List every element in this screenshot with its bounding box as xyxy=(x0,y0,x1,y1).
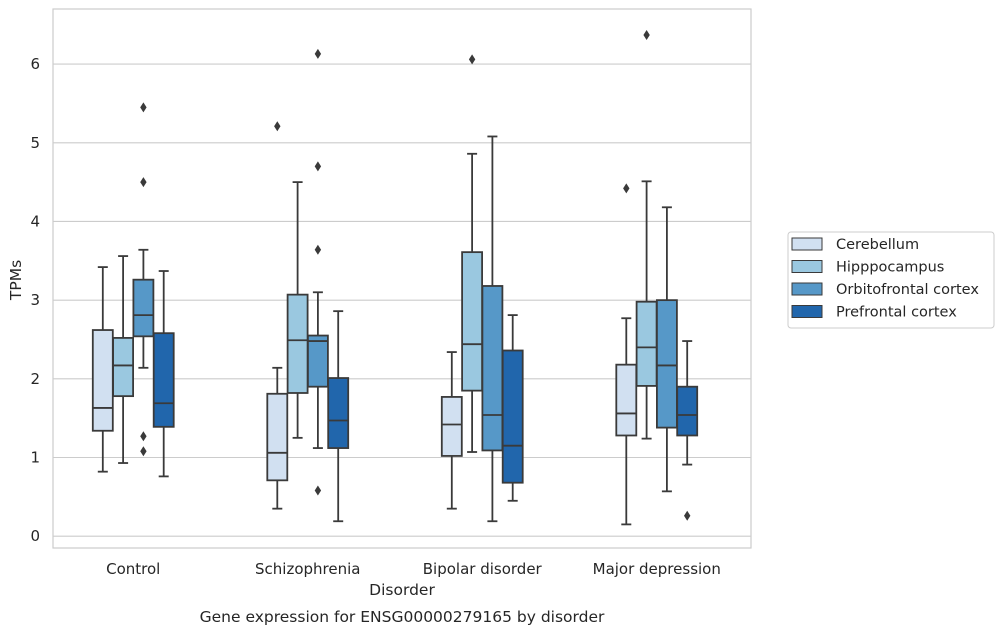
outlier-point xyxy=(274,121,281,132)
x-tick-label: Bipolar disorder xyxy=(423,560,543,578)
box-body xyxy=(91,329,114,432)
box-body xyxy=(266,392,289,482)
y-axis-label: TPMs xyxy=(7,260,25,301)
box-body xyxy=(501,349,524,484)
legend-swatch xyxy=(791,237,823,251)
outlier-point xyxy=(140,177,147,188)
box-0-2 xyxy=(440,351,463,510)
x-tick-label: Control xyxy=(106,560,160,578)
legend: Cerebellum Hipppocampus Orbitofrontal cort… xyxy=(787,231,995,329)
legend-label: Orbitofrontal cortex xyxy=(836,282,979,298)
legend-swatch xyxy=(791,282,823,296)
legend-label: Cerebellum xyxy=(836,237,919,253)
box-0-3 xyxy=(615,183,638,526)
box-body xyxy=(656,299,678,429)
y-tick-label: 0 xyxy=(30,527,40,545)
grid-lines xyxy=(53,63,751,537)
x-tick-label: Schizophrenia xyxy=(255,560,360,578)
y-tick-label: 3 xyxy=(30,291,40,309)
box-body xyxy=(152,332,175,428)
box-body xyxy=(440,396,463,457)
legend-frame xyxy=(787,231,995,329)
box-body xyxy=(676,385,699,437)
box-2-0 xyxy=(132,102,155,457)
outlier-point xyxy=(314,244,322,255)
y-tick-label: 6 xyxy=(30,55,40,73)
box-body xyxy=(327,377,350,449)
outlier-point xyxy=(314,48,322,59)
box-body xyxy=(615,363,638,437)
box-1-0 xyxy=(112,255,134,464)
box-body xyxy=(635,300,658,387)
y-tick-label: 1 xyxy=(30,449,40,467)
box-3-2 xyxy=(501,314,524,502)
legend-swatch xyxy=(791,260,823,273)
outlier-point xyxy=(623,183,630,194)
outlier-point xyxy=(314,161,322,172)
chart-caption: Gene expression for ENSG00000279165 by d… xyxy=(200,608,605,626)
box-2-1 xyxy=(306,48,329,496)
legend-swatch xyxy=(791,305,823,318)
outlier-point xyxy=(314,485,322,496)
outlier-point xyxy=(140,446,147,457)
box-3-3 xyxy=(676,340,699,521)
box-body xyxy=(286,293,309,394)
x-axis-label: Disorder xyxy=(369,581,435,599)
box-groups xyxy=(91,29,699,526)
outlier-point xyxy=(643,29,650,40)
box-1-2 xyxy=(461,54,484,453)
legend-label: Hipppocampus xyxy=(836,260,944,276)
box-1-1 xyxy=(286,181,309,439)
box-body xyxy=(306,334,329,388)
box-body xyxy=(112,337,134,398)
box-2-3 xyxy=(656,206,678,493)
outlier-point xyxy=(468,54,476,65)
box-0-1 xyxy=(266,121,289,510)
box-body xyxy=(461,251,484,392)
outlier-point xyxy=(140,431,147,442)
box-body xyxy=(132,278,155,338)
y-tick-label: 2 xyxy=(30,370,40,388)
outlier-point xyxy=(140,102,147,113)
x-tick-label: Major depression xyxy=(593,560,721,578)
y-tick-label: 5 xyxy=(30,134,40,152)
box-3-1 xyxy=(327,310,350,523)
box-body xyxy=(481,285,504,452)
plot-background xyxy=(52,8,752,549)
y-tick-labels: 0 1 2 3 4 5 6 xyxy=(30,55,40,545)
y-tick-label: 4 xyxy=(30,212,40,230)
box-3-0 xyxy=(152,270,175,478)
x-tick-labels: Control Schizophrenia Bipolar disorder Majo… xyxy=(106,560,721,578)
outlier-point xyxy=(684,510,691,521)
legend-label: Prefrontal cortex xyxy=(836,305,957,321)
